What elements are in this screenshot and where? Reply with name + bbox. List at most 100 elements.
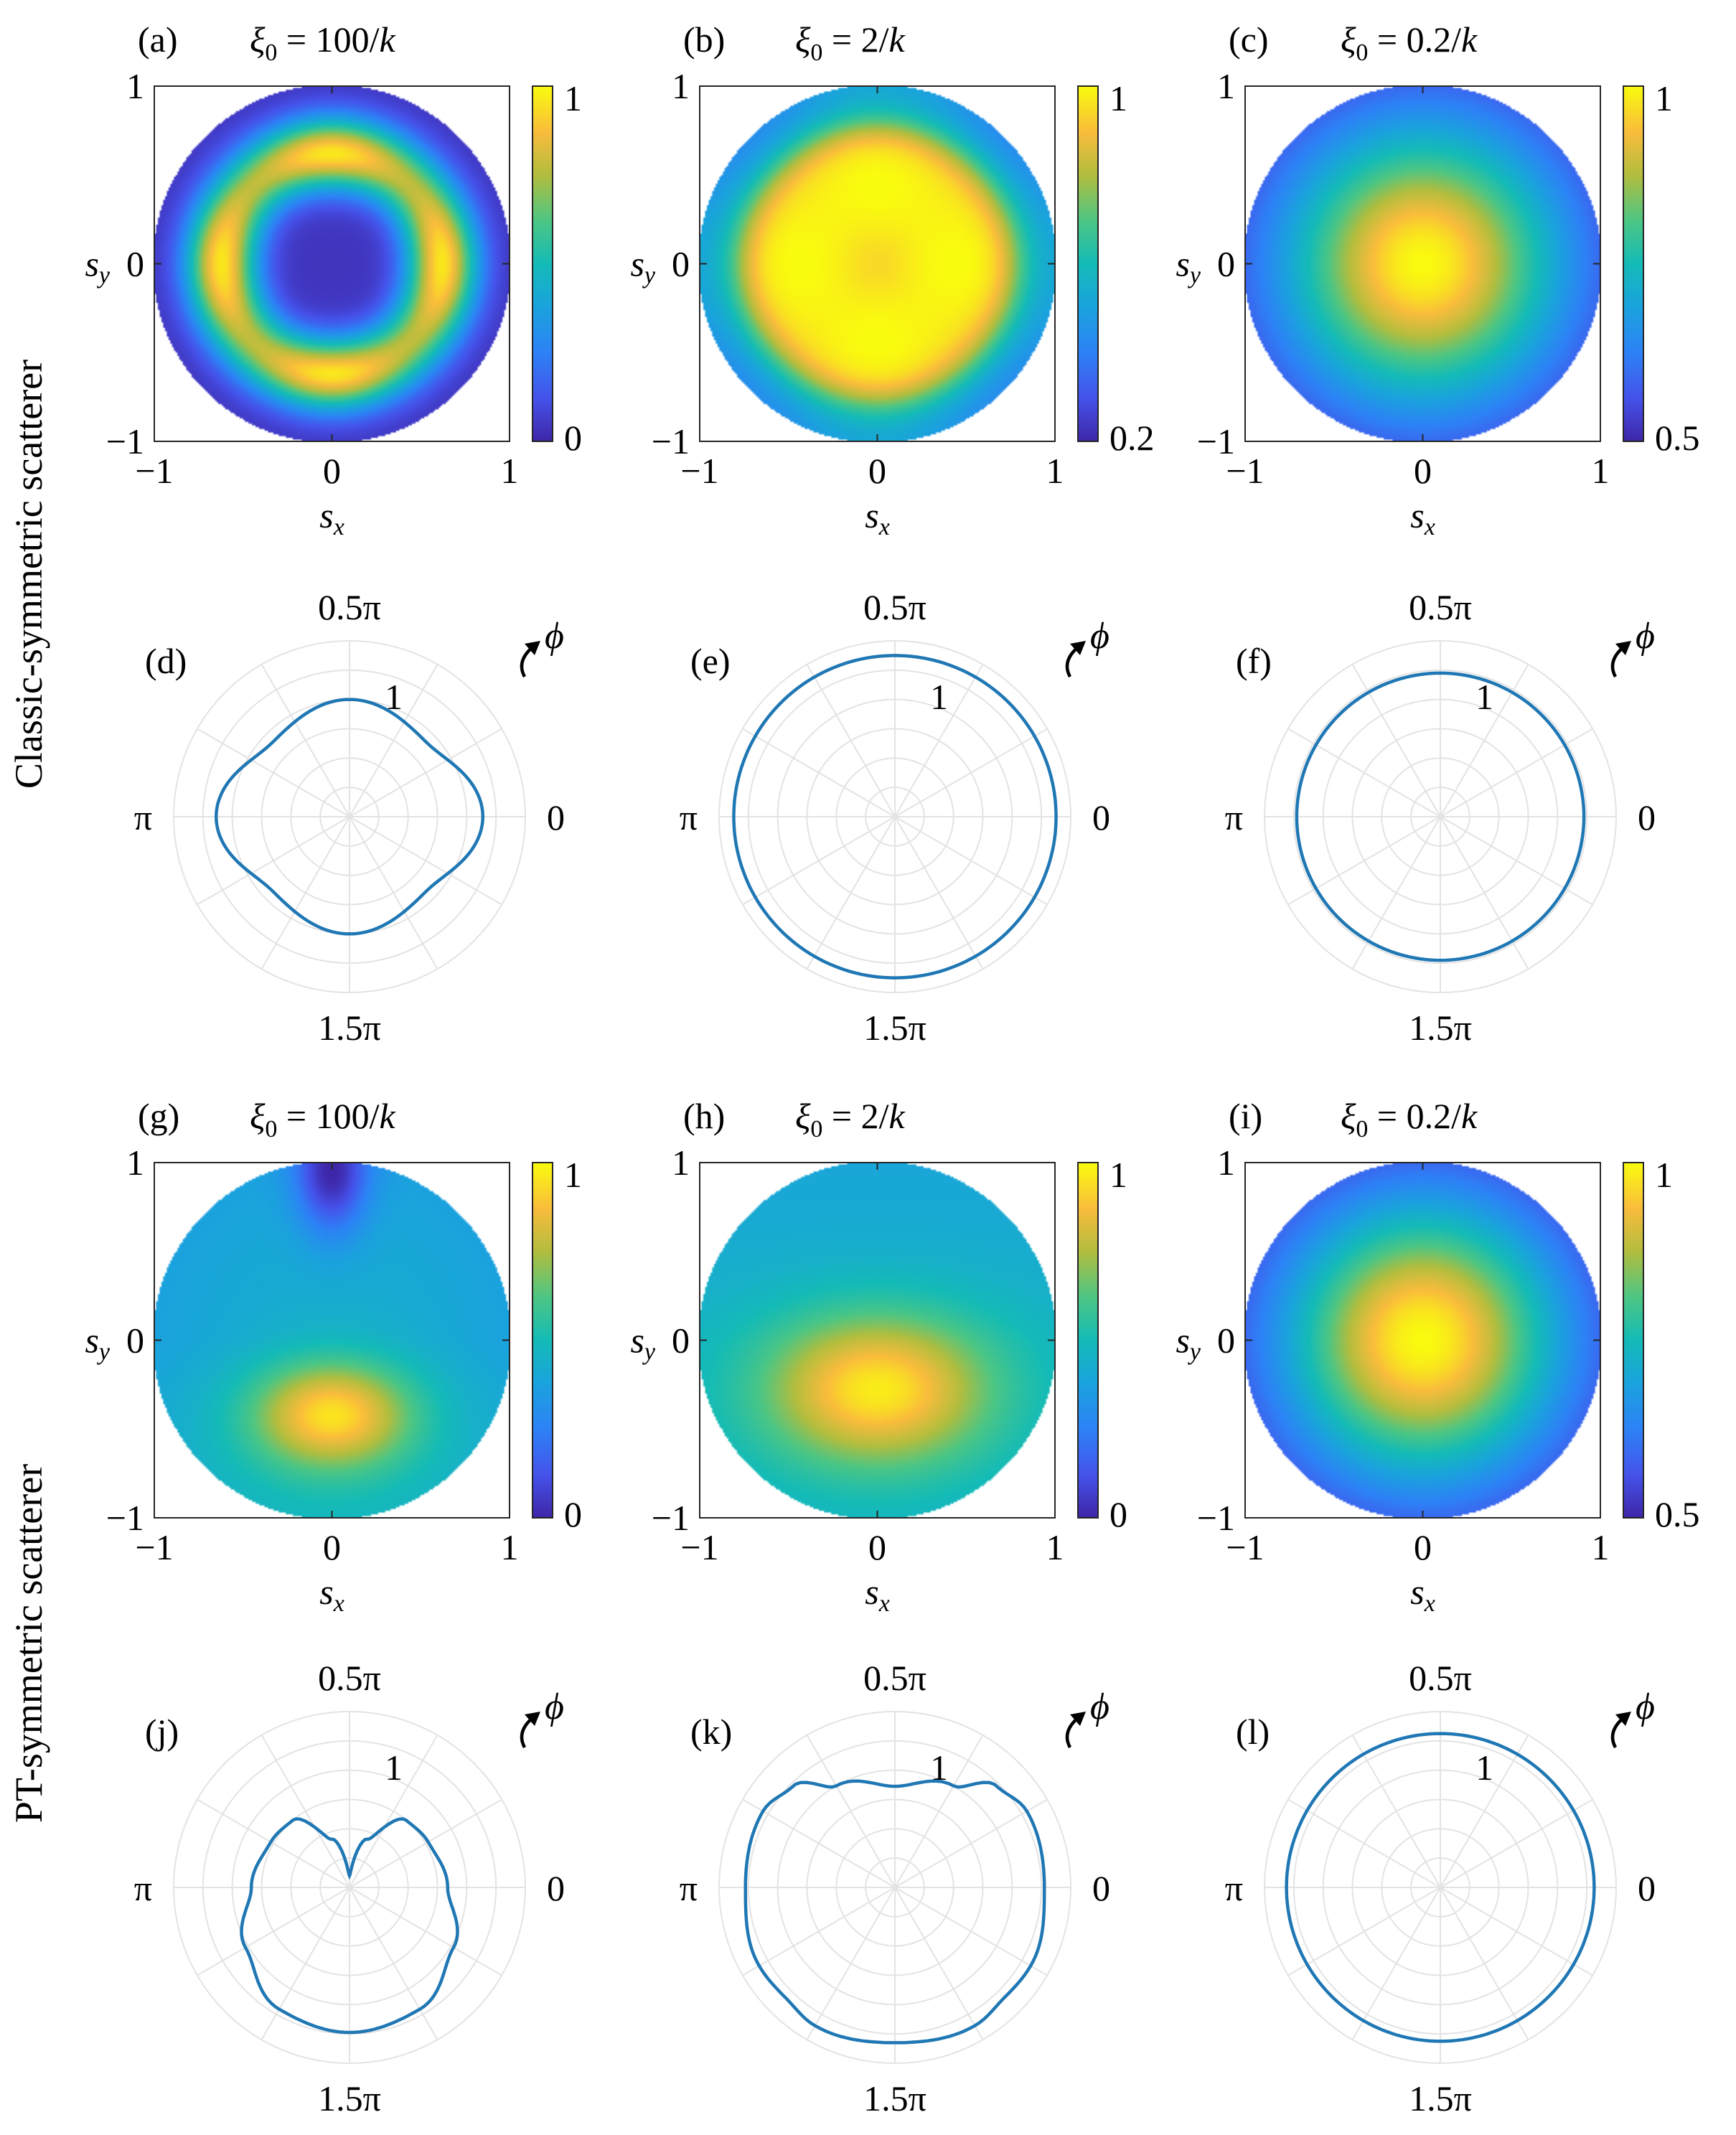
polar-grid-spoke [349,816,438,970]
panel-i: −1−1 0 0 1 1 sx sy 1 0.5 (i) ξ0 = 0.2/k [1176,1096,1699,1617]
row-label-pt: PT-symmetric scatterer [7,1464,50,1823]
polar-grid-spoke [894,1887,1048,1976]
x-tick-label: 0 [868,1527,886,1567]
phi-arrowhead-icon [1070,641,1086,655]
r-tick-label: 1 [930,677,948,717]
row-label-classic: Classic-symmetric scatterer [7,360,50,789]
theta-label-pi: π [134,797,152,837]
panel-label: (l) [1236,1712,1270,1752]
colorbar-min-label: 0 [564,1494,582,1534]
theta-label-0: 0 [1638,1868,1656,1908]
polar-grid-spoke [742,816,896,906]
polar-grid-spoke [261,1735,350,1888]
r-tick-label: 1 [1475,1747,1493,1788]
x-tick-label: 1 [1046,1527,1064,1567]
y-tick-label: −1 [652,421,690,461]
panel-label: (k) [690,1712,732,1752]
colorbar-max-label: 1 [564,78,582,118]
x-axis-label: sx [319,1572,344,1617]
panel-title: ξ0 = 0.2/k [1341,1096,1478,1142]
polar-grid-spoke [349,664,438,817]
polar-grid-spoke [1351,1735,1441,1888]
polar-grid-spoke [261,816,350,970]
y-tick-label: −1 [106,1498,144,1538]
x-tick-label: −1 [1226,1527,1264,1567]
y-tick-label: 1 [1217,1142,1235,1183]
heatmap-image [154,1163,510,1518]
x-axis-label: sx [865,495,890,540]
x-tick-label: 1 [501,451,519,491]
polar-grid-spoke [1440,664,1529,817]
x-tick-label: 0 [323,451,341,491]
x-tick-label: 0 [1414,451,1432,491]
colorbar-min-label: 0.5 [1655,418,1700,458]
colorbar [1077,1162,1099,1519]
phi-arrowhead-icon [525,1712,540,1726]
theta-label-pi: π [680,1868,698,1908]
polar-grid-spoke [261,664,350,817]
x-axis-label: sx [865,1572,890,1617]
theta-label-0: 0 [547,1868,565,1908]
phi-label: ϕ [1636,616,1655,657]
polar-grid-spoke [1440,1735,1529,1888]
x-tick-label: 1 [1592,1527,1610,1567]
colorbar-max-label: 1 [1655,1155,1673,1195]
polar-grid-spoke [1287,816,1441,906]
polar-curve [1285,1732,1596,2043]
polar-curve [743,1779,1046,2045]
polar-curve [1295,671,1586,962]
y-tick-label: 1 [1217,66,1235,106]
theta-label-3half-pi: 1.5π [863,2078,926,2118]
panel-label: (e) [690,641,731,681]
theta-label-3half-pi: 1.5π [863,1008,926,1048]
y-axis-label: sy [1176,1320,1201,1366]
polar-grid-spoke [894,1735,984,1888]
panel-title: ξ0 = 100/k [250,1096,396,1142]
panel-a: −1−1 0 0 1 1 sx sy 1 0 (a) ξ0 = 100/k [85,19,582,540]
y-tick-label: 1 [126,66,144,106]
x-tick-label: −1 [1226,451,1264,491]
colorbar [1077,85,1099,442]
panel-d: 0 0.5π π 1.5π 1 (d) ϕ [134,587,565,1048]
polar-grid-spoke [806,1887,896,2040]
theta-label-0: 0 [1638,797,1656,837]
x-tick-label: −1 [135,1527,173,1567]
panel-label: (f) [1236,641,1272,681]
theta-label-half-pi: 0.5π [1409,587,1472,627]
theta-label-0: 0 [547,797,565,837]
heatmap-image [154,86,510,441]
phi-label: ϕ [545,1686,564,1727]
panel-c: −1−1 0 0 1 1 sx sy 1 0.5 (c) ξ0 = 0.2/k [1176,19,1699,540]
polar-grid-spoke [742,1887,896,1976]
theta-label-half-pi: 0.5π [318,1658,381,1698]
polar-grid-spoke [806,816,896,970]
theta-label-0: 0 [1092,1868,1110,1908]
y-tick-label: 0 [1217,1320,1235,1361]
theta-label-0: 0 [1092,797,1110,837]
panel-label: (d) [145,641,187,681]
polar-grid-spoke [806,1735,896,1888]
theta-label-3half-pi: 1.5π [318,1008,381,1048]
y-tick-label: 1 [126,1142,144,1183]
phi-label: ϕ [1090,1686,1109,1727]
polar-grid-spoke [349,1887,438,2040]
panel-label: (g) [138,1096,179,1136]
polar-grid-spoke [1440,1887,1529,2040]
heatmap-image [700,1163,1055,1518]
polar-grid-spoke [1440,1798,1593,1888]
polar-grid-spoke [197,1887,350,1976]
polar-grid-spoke [197,816,350,906]
panel-label: (b) [683,19,725,60]
polar-grid-spoke [1440,728,1593,817]
phi-arrowhead-icon [1615,1712,1631,1726]
y-tick-label: −1 [652,1498,690,1538]
panel-g: −1−1 0 0 1 1 sx sy 1 0 (g) ξ0 = 100/k [85,1096,582,1617]
polar-grid-spoke [1351,664,1441,817]
colorbar-max-label: 1 [1655,78,1673,118]
x-tick-label: 1 [1592,451,1610,491]
panel-title: ξ0 = 100/k [250,19,396,66]
x-axis-label: sx [1410,495,1435,540]
theta-label-pi: π [680,797,698,837]
polar-grid-spoke [1440,816,1529,970]
panel-b: −1−1 0 0 1 1 sx sy 1 0.2 (b) ξ0 = 2/k [630,19,1154,540]
